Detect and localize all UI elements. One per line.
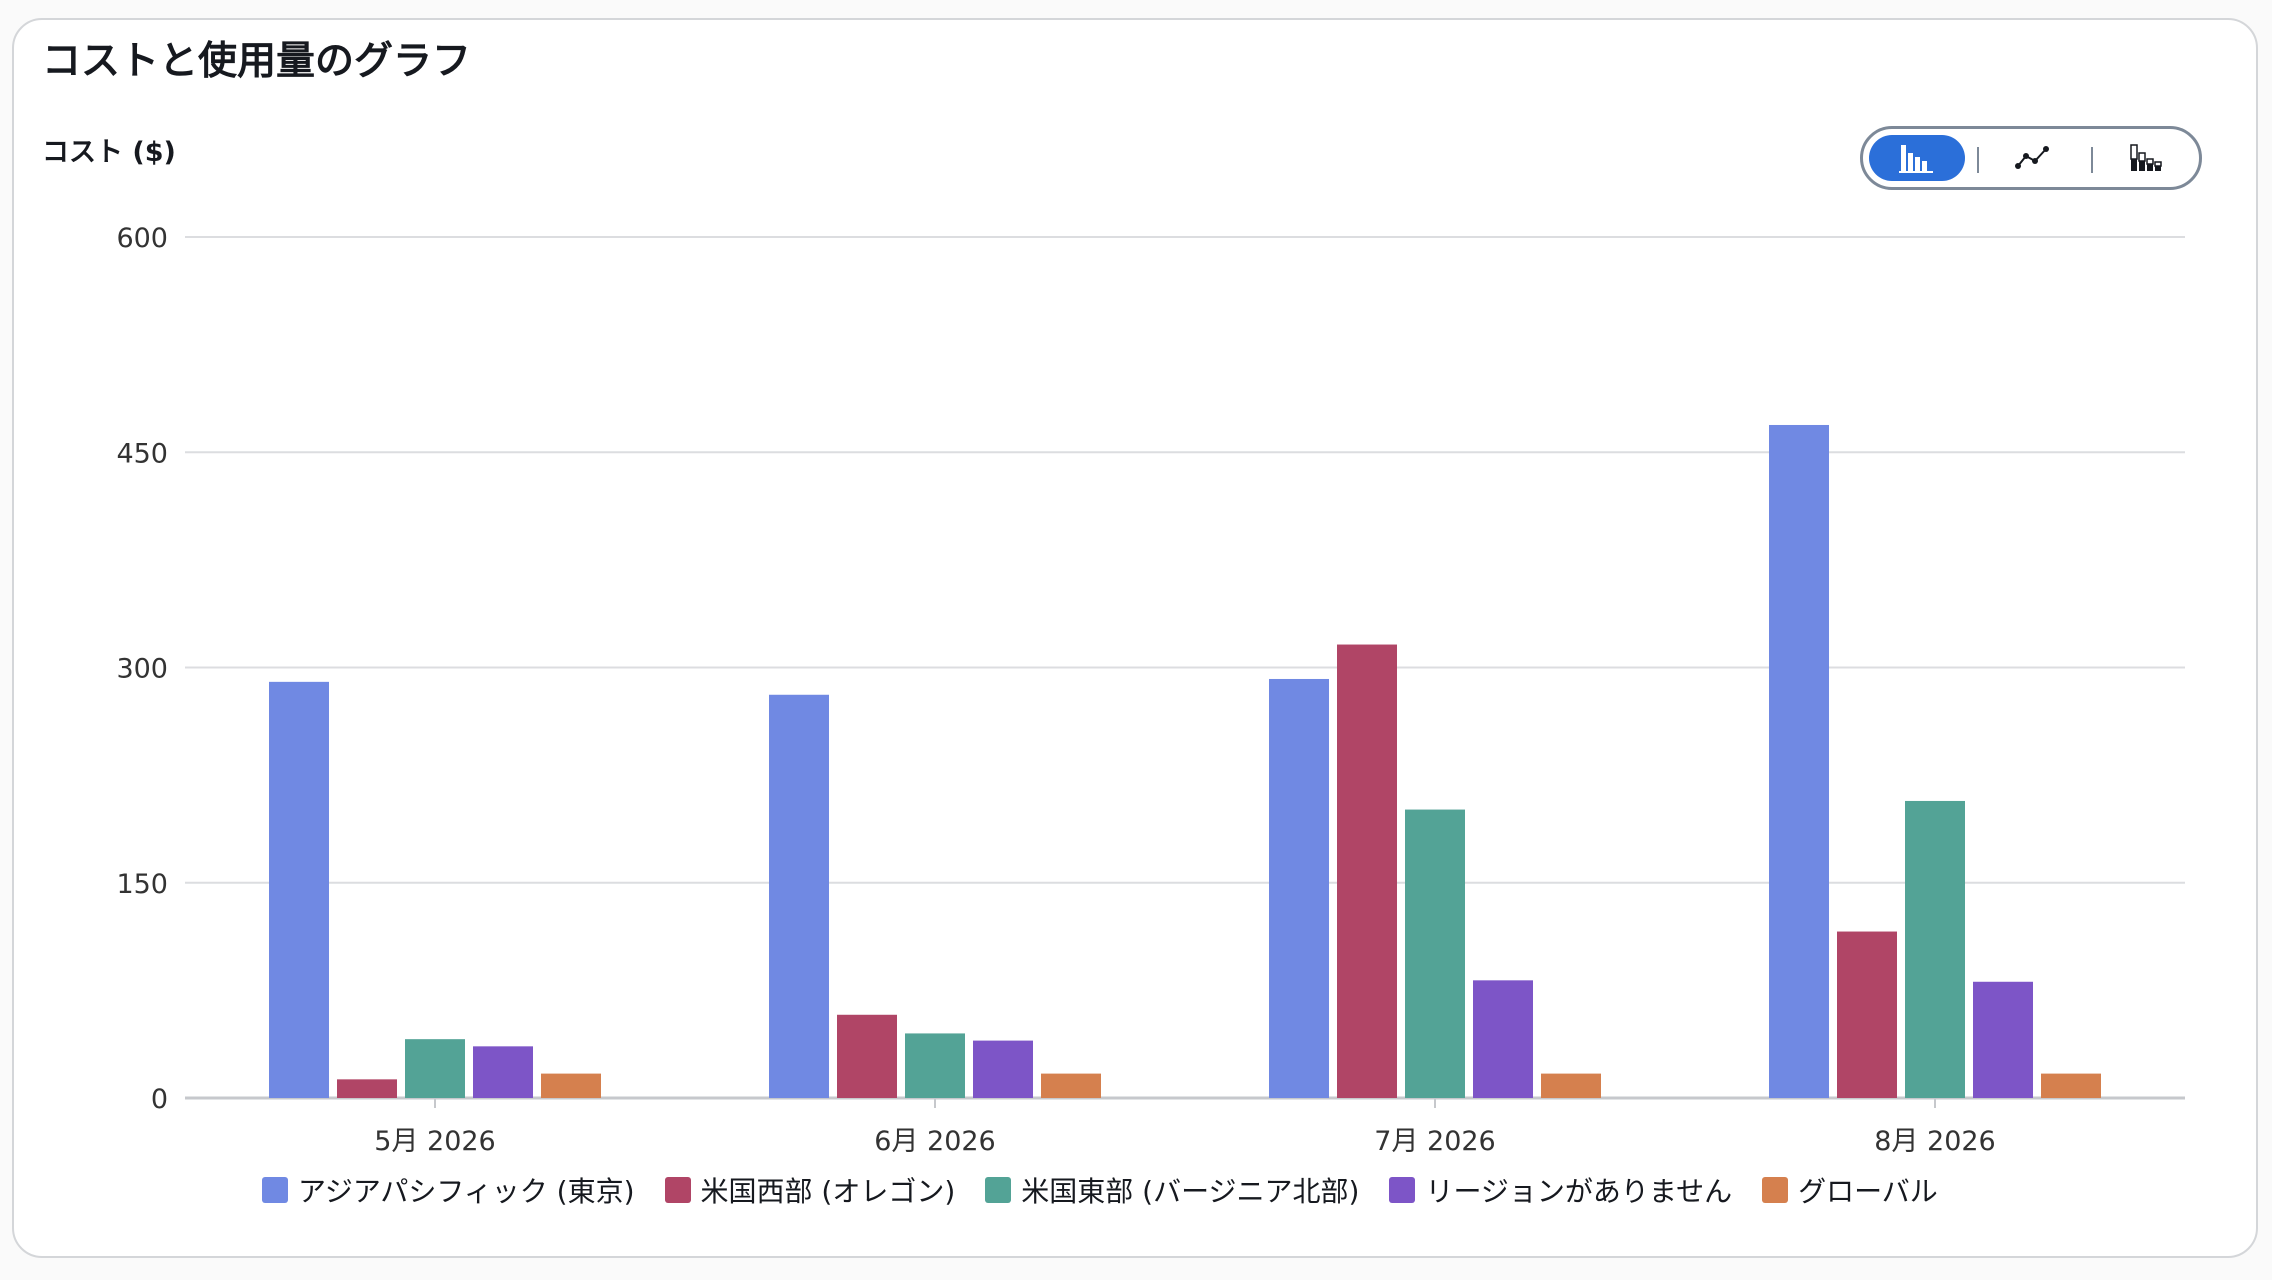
legend-label: 米国西部 (オレゴン)	[700, 1175, 956, 1208]
bar	[405, 1039, 465, 1098]
bar	[769, 694, 829, 1098]
legend-swatch	[985, 1177, 1012, 1203]
x-tick-label: 5月 2026	[374, 1126, 495, 1157]
stacked-bar-chart-icon	[2130, 144, 2162, 171]
y-tick-label: 450	[116, 438, 168, 469]
bar	[1905, 800, 1965, 1098]
bar	[337, 1079, 397, 1098]
legend-swatch	[1762, 1177, 1789, 1203]
toggle-divider	[1977, 147, 1979, 173]
stacked-bar-chart-option[interactable]	[2099, 135, 2195, 181]
bar	[1405, 809, 1465, 1098]
legend-swatch	[262, 1177, 288, 1203]
y-tick-label: 150	[116, 869, 168, 900]
bar	[1837, 931, 1897, 1098]
legend-label: 米国東部 (バージニア北部)	[1021, 1175, 1360, 1208]
legend-item[interactable]: グローバル	[1762, 1170, 1938, 1210]
x-tick-label: 6月 2026	[874, 1126, 995, 1157]
bar	[1541, 1073, 1601, 1098]
legend-label: リージョンがありません	[1425, 1175, 1733, 1208]
bar	[973, 1040, 1033, 1098]
y-tick-label: 0	[151, 1084, 168, 1115]
x-tick-label: 8月 2026	[1874, 1126, 1995, 1157]
y-tick-label: 600	[116, 223, 168, 254]
line-chart-option[interactable]	[1985, 135, 2081, 181]
legend-swatch	[1389, 1177, 1416, 1203]
bar	[473, 1046, 533, 1098]
legend-label: グローバル	[1798, 1175, 1938, 1208]
y-tick-label: 300	[116, 654, 168, 685]
bar	[1473, 980, 1533, 1098]
legend-swatch	[664, 1177, 691, 1203]
line-chart-icon	[2015, 146, 2049, 169]
y-axis-label: コスト ($)	[42, 137, 176, 168]
bar	[541, 1073, 601, 1098]
grouped-bar-chart-option[interactable]	[1869, 135, 1965, 181]
legend-item[interactable]: リージョンがありません	[1389, 1170, 1732, 1210]
bar	[1269, 678, 1329, 1098]
legend-item[interactable]: 米国東部 (バージニア北部)	[985, 1170, 1359, 1210]
legend-item[interactable]: 米国西部 (オレゴン)	[664, 1170, 956, 1210]
bar	[905, 1033, 965, 1098]
bar	[837, 1014, 897, 1098]
bar	[2041, 1073, 2101, 1098]
chart-legend: アジアパシフィック (東京) 米国西部 (オレゴン) 米国東部 (バージニア北部) リ…	[262, 1170, 1968, 1210]
grouped-bar-chart-icon	[1899, 145, 1933, 173]
bar	[1337, 644, 1397, 1098]
legend-label: アジアパシフィック (東京)	[298, 1175, 635, 1208]
bar	[1041, 1073, 1101, 1098]
bar	[1769, 424, 1829, 1098]
bar	[269, 681, 329, 1098]
chart-type-toggle	[1860, 126, 2202, 190]
page-title: コストと使用量のグラフ	[42, 39, 472, 84]
toggle-divider	[2091, 147, 2093, 173]
bar	[1973, 981, 2033, 1098]
bar-chart: 0 150 300 450 600 5月 2026 6月 2026 7月 2026 8月 202…	[116, 223, 2185, 1157]
legend-item[interactable]: アジアパシフィック (東京)	[262, 1170, 635, 1210]
x-tick-label: 7月 2026	[1374, 1126, 1495, 1157]
